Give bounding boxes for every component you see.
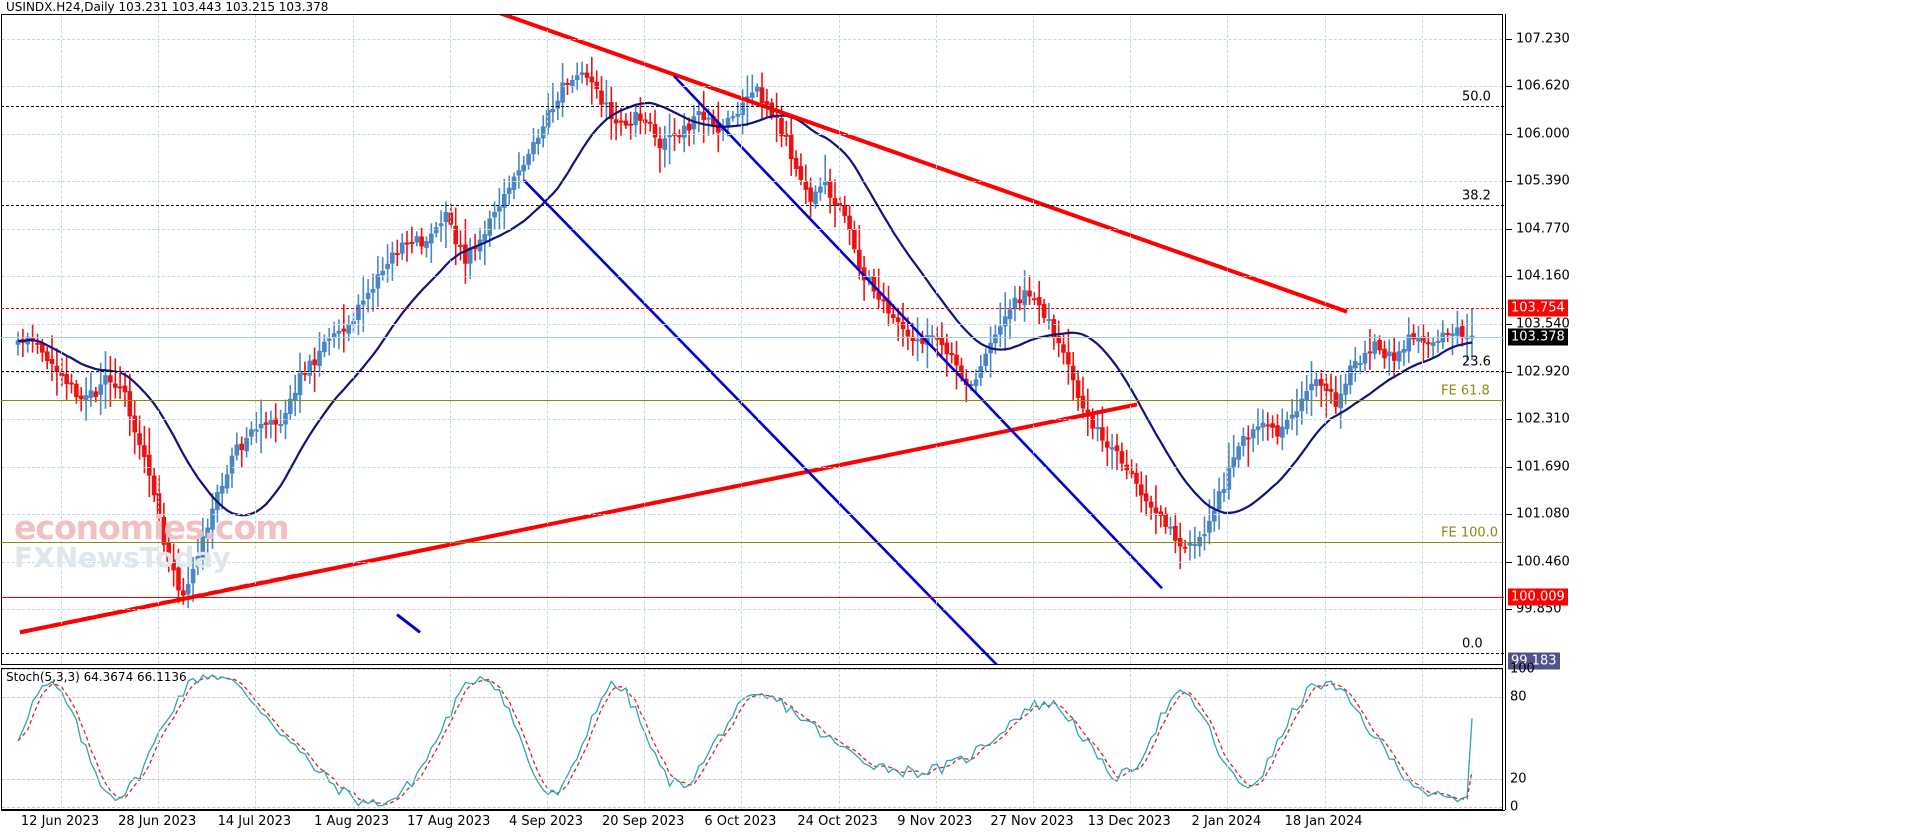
fib-label-0.0: 0.0 — [1462, 636, 1483, 652]
price-tick-label: 101.080 — [1516, 506, 1570, 522]
fe-line-FE-61-8 — [1, 399, 1504, 401]
price-tick-label: 107.230 — [1516, 31, 1570, 47]
price-tick-label: 106.620 — [1516, 78, 1570, 94]
stochastic-panel[interactable] — [1, 668, 1503, 810]
stoch-tick-label: 100 — [1510, 661, 1535, 677]
price-tick — [1506, 38, 1512, 40]
date-tick-label: 28 Jun 2023 — [118, 814, 197, 829]
stochastic-plot — [17, 674, 1473, 807]
price-axis-rule — [1505, 14, 1506, 810]
date-tick-label: 18 Jan 2024 — [1284, 814, 1363, 829]
stoch-tick-label: 20 — [1510, 771, 1527, 787]
price-tick — [1506, 562, 1512, 563]
price-tick-label: 106.000 — [1516, 126, 1570, 142]
price-tick-label: 105.390 — [1516, 173, 1570, 189]
fe-label-FE-100-0: FE 100.0 — [1441, 525, 1499, 541]
fib-line-0.0 — [1, 653, 1504, 655]
resistance-line-103754 — [1, 307, 1504, 309]
date-tick-label: 13 Dec 2023 — [1087, 814, 1171, 829]
chart-header: USINDX.H24,Daily 103.231 103.443 103.215… — [6, 0, 329, 14]
date-tick-label: 14 Jul 2023 — [217, 814, 292, 829]
date-tick-label: 20 Sep 2023 — [601, 814, 685, 829]
price-tick-label: 103.540 — [1516, 316, 1570, 332]
current-price-line — [1, 336, 1504, 338]
date-tick-label: 12 Jun 2023 — [20, 814, 100, 829]
fib-line-50.0 — [1, 106, 1504, 108]
price-tick-label: 99.850 — [1516, 601, 1562, 617]
price-tick — [1506, 276, 1512, 278]
date-tick-label: 1 Aug 2023 — [314, 814, 390, 829]
price-tick — [1506, 324, 1512, 326]
price-tick-label: 101.690 — [1516, 459, 1570, 475]
fib-label-50.0: 50.0 — [1462, 89, 1491, 105]
date-tick-label: 17 Aug 2023 — [407, 814, 491, 829]
price-tick-label: 100.460 — [1516, 554, 1570, 570]
date-tick-label: 2 Jan 2024 — [1191, 814, 1262, 829]
price-tick — [1506, 466, 1512, 468]
price-tick — [1506, 181, 1512, 183]
price-badge-99-183[interactable]: 99.183 — [1508, 652, 1560, 670]
price-tick — [1506, 514, 1512, 516]
price-badge-103-754[interactable]: 103.754 — [1508, 299, 1568, 316]
price-badge-103-378[interactable]: 103.378 — [1508, 328, 1568, 346]
price-tick — [1506, 371, 1512, 373]
price-tick-label: 102.310 — [1516, 411, 1570, 427]
stoch-tick-label: 0 — [1510, 799, 1519, 815]
date-tick-label: 6 Oct 2023 — [704, 814, 777, 829]
price-tick-label: 102.920 — [1516, 364, 1570, 380]
price-chart-panel[interactable] — [1, 14, 1503, 665]
price-tick — [1506, 133, 1512, 135]
fib-line-23.6 — [1, 371, 1504, 373]
price-tick-label: 104.770 — [1516, 221, 1570, 237]
fe-line-FE-100-0 — [1, 541, 1504, 543]
price-badge-100-009[interactable]: 100.009 — [1508, 588, 1568, 606]
date-tick-label: 9 Nov 2023 — [897, 814, 973, 829]
date-axis-rule — [1, 810, 1505, 811]
price-tick — [1506, 229, 1512, 230]
fib-label-38.2: 38.2 — [1462, 188, 1491, 204]
price-tick — [1506, 86, 1512, 88]
fib-label-23.6: 23.6 — [1462, 354, 1491, 370]
price-tick — [1506, 419, 1512, 421]
fib-line-38.2 — [1, 205, 1504, 207]
stochastic-label: Stoch(5,3,3) 64.3674 66.1136 — [6, 670, 187, 684]
price-tick — [1506, 609, 1512, 611]
date-tick-label: 24 Oct 2023 — [797, 814, 878, 829]
date-tick-label: 27 Nov 2023 — [990, 814, 1074, 829]
stoch-tick-label: 80 — [1510, 689, 1527, 705]
fe-label-FE-61-8: FE 61.8 — [1441, 383, 1490, 399]
price-tick-label: 104.160 — [1516, 268, 1570, 284]
date-tick-label: 4 Sep 2023 — [508, 814, 584, 829]
support-line-100009 — [1, 596, 1504, 598]
price-plot — [15, 15, 1475, 664]
